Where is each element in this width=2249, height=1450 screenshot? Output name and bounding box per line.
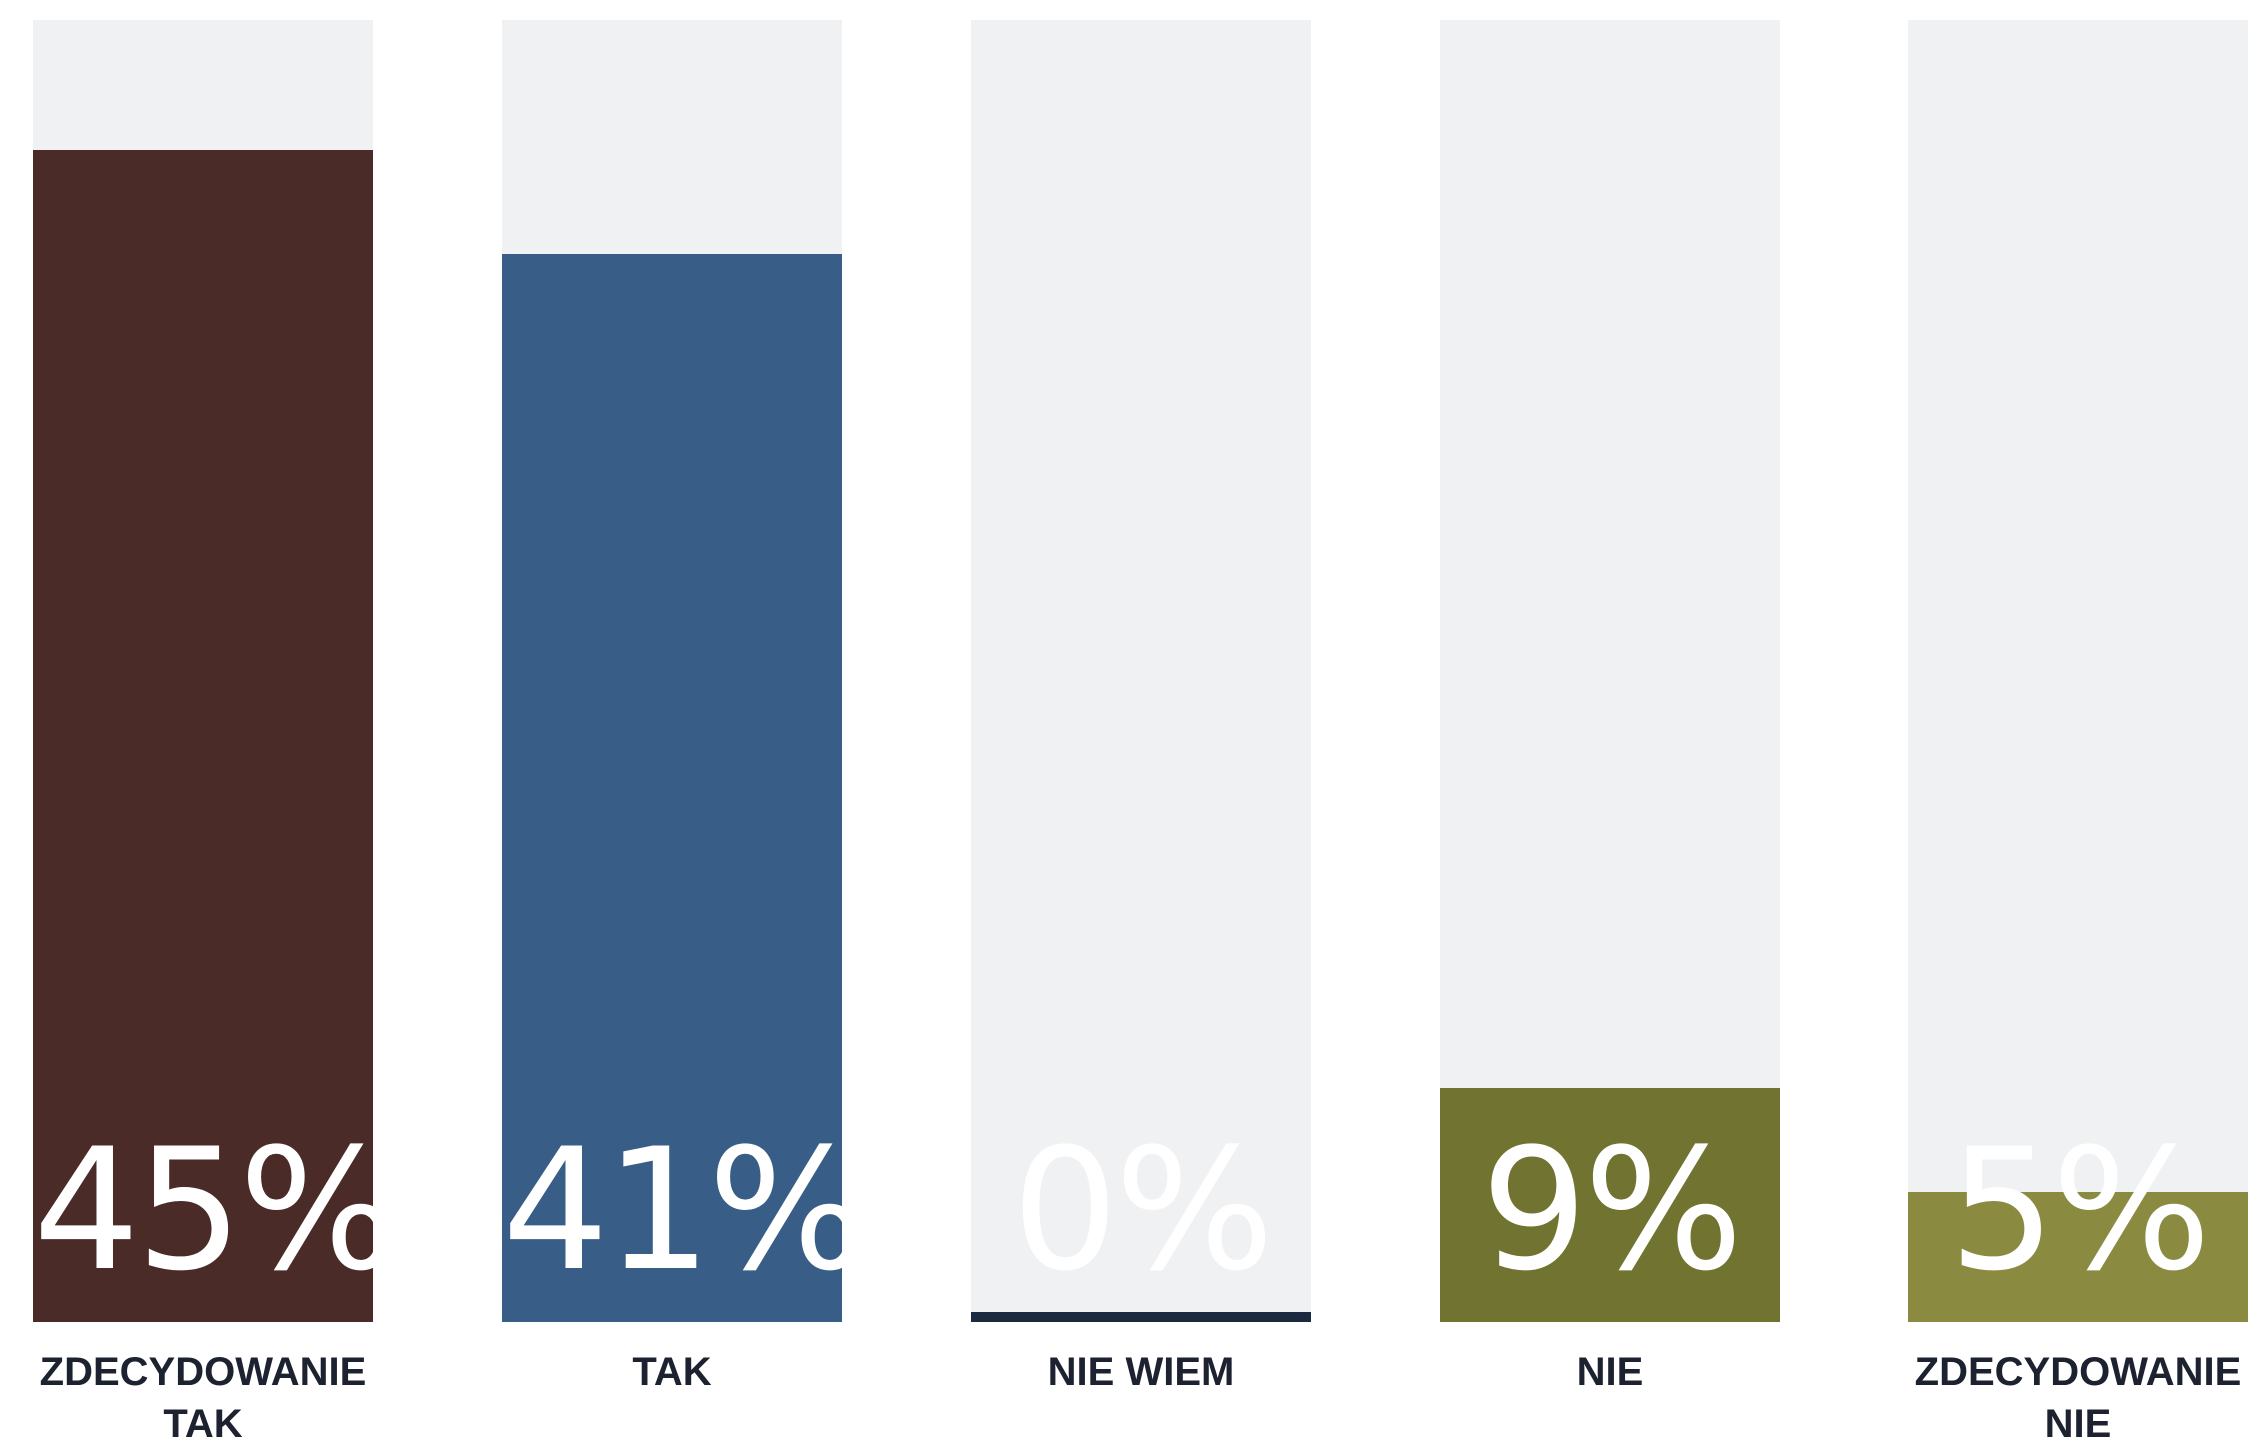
category-label-nie-wiem: NIE WIEM bbox=[941, 1346, 1341, 1398]
bar-track-zdecydowanie-nie: 5% bbox=[1908, 20, 2248, 1322]
bar-value-tak: 41% bbox=[502, 1126, 842, 1294]
category-label-zdecydowanie-nie: ZDECYDOWANIE NIE bbox=[1878, 1346, 2249, 1450]
bar-track-nie-wiem: 0% bbox=[971, 20, 1311, 1322]
bar-value-zdecydowanie-tak: 45% bbox=[33, 1126, 373, 1294]
category-label-tak: TAK bbox=[472, 1346, 872, 1398]
bar-track-zdecydowanie-tak: 45% bbox=[33, 20, 373, 1322]
category-label-nie: NIE bbox=[1410, 1346, 1810, 1398]
bar-value-nie-wiem: 0% bbox=[971, 1126, 1311, 1294]
bar-value-zdecydowanie-nie: 5% bbox=[1908, 1126, 2248, 1294]
bar-track-nie: 9% bbox=[1440, 20, 1780, 1322]
bar-nie-wiem bbox=[971, 1312, 1311, 1322]
category-label-zdecydowanie-tak: ZDECYDOWANIE TAK bbox=[3, 1346, 403, 1450]
bar-track-tak: 41% bbox=[502, 20, 842, 1322]
bar-value-nie: 9% bbox=[1440, 1126, 1780, 1294]
